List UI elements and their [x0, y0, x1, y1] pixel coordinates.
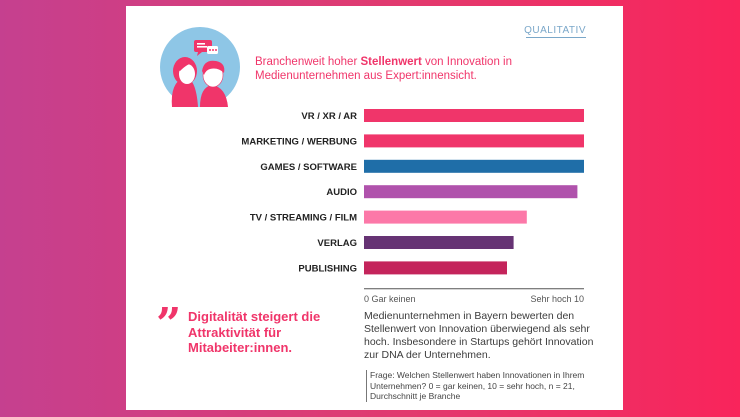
- summary-text: Medienunternehmen in Bayern bewerten den…: [364, 310, 594, 361]
- category-label-1: MARKETING / WERBUNG: [241, 136, 357, 147]
- infographic-card: QUALITATIV Branchenweit hoher Stellenwer…: [126, 6, 623, 410]
- x-tick-label-0: 0 Gar keinen: [364, 294, 416, 304]
- bar-2: [364, 159, 584, 173]
- category-label-6: PUBLISHING: [298, 263, 357, 274]
- speech-bubbles-icon: [194, 40, 218, 56]
- bar-4: [364, 210, 527, 224]
- bar-5: [364, 236, 514, 249]
- bar-0: [364, 109, 584, 122]
- bar-6: [364, 261, 507, 275]
- x-tick-label-1: Sehr hoch 10: [530, 294, 584, 304]
- category-label-5: VERLAG: [317, 238, 357, 249]
- man-avatar-icon: [200, 60, 228, 107]
- category-label-0: VR / XR / AR: [301, 111, 357, 122]
- bar-chart: VR / XR / AR MARKETING / WERBUNG GAMES / S…: [241, 109, 584, 304]
- bar-1: [364, 134, 584, 148]
- category-tag: QUALITATIV: [524, 25, 586, 36]
- quote-text: Digitalität steigert die Attraktivität f…: [188, 309, 321, 355]
- chart-headline: Branchenweit hoher Stellenwert von Innov…: [255, 56, 512, 82]
- quote-mark-icon: ”: [156, 299, 182, 350]
- bar-3: [364, 185, 578, 199]
- survey-question-note: Frage: Welchen Stellenwert haben Innovat…: [366, 370, 595, 402]
- category-label-4: TV / STREAMING / FILM: [250, 213, 357, 224]
- tag-divider: [526, 37, 586, 38]
- category-label-2: GAMES / SOFTWARE: [260, 162, 357, 173]
- category-label-3: AUDIO: [326, 187, 357, 198]
- people-talking-icon: [160, 27, 240, 107]
- woman-avatar-icon: [171, 57, 198, 107]
